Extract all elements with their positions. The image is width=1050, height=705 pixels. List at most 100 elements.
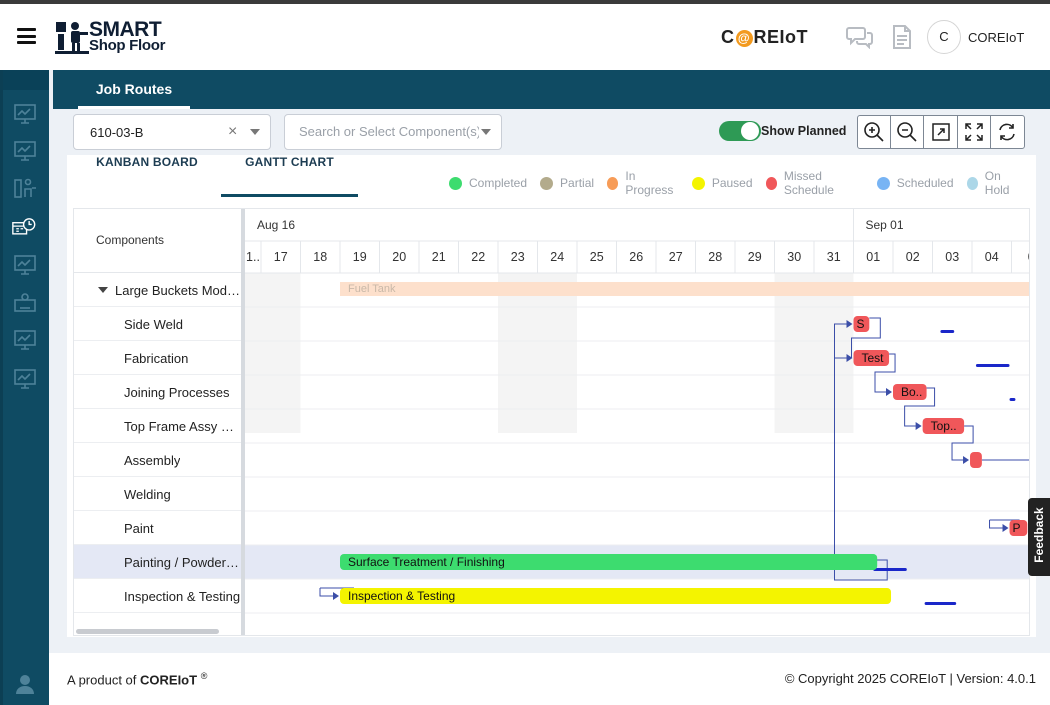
components-header-label: Components xyxy=(96,233,165,247)
brand-part: C xyxy=(721,27,735,47)
fit-to-screen-button[interactable] xyxy=(924,116,958,148)
legend-label: Completed xyxy=(469,176,528,190)
group-row-label[interactable]: Large Buckets Model2 xyxy=(74,273,242,307)
support-user-icon[interactable] xyxy=(13,673,37,695)
gantt-timeline: 1.. 17 18 19 20 21 22 23 24 25 26 27 28 29 30 31 01 02 03 0… xyxy=(245,209,1030,635)
component-row-label[interactable]: Side Weld xyxy=(74,307,242,341)
chevron-down-icon[interactable] xyxy=(481,129,491,135)
user-monitor-icon[interactable] xyxy=(13,292,37,314)
job-select-value: 610-03-B xyxy=(90,125,144,140)
task-bar xyxy=(853,316,870,332)
component-row-label[interactable]: Top Frame Assy and xyxy=(74,409,242,443)
footer-product: A product of COREIoT ® xyxy=(67,671,207,687)
day-label: 23 xyxy=(511,250,525,264)
task-bar xyxy=(970,452,982,468)
tab-kanban-board[interactable]: KANBAN BOARD xyxy=(87,155,207,197)
component-row-label[interactable]: Joining Processes xyxy=(74,375,242,409)
legend-dot-icon xyxy=(966,176,978,190)
clear-icon[interactable]: × xyxy=(228,123,238,140)
fullscreen-button[interactable] xyxy=(958,116,991,148)
arrow-head-icon xyxy=(1002,524,1009,532)
dependency-connector xyxy=(834,323,888,581)
job-select[interactable]: 610-03-B × xyxy=(73,114,271,150)
footer-registered-mark: ® xyxy=(200,671,208,681)
dependency-connector xyxy=(319,588,338,597)
fullscreen-icon xyxy=(964,123,983,141)
task-label: Bo.. xyxy=(901,385,922,399)
day-label: 1.. xyxy=(246,250,260,264)
status-legend: Completed Partial In Progress Paused Missed … xyxy=(449,169,1036,197)
operator-machine-icon[interactable] xyxy=(13,177,37,199)
day-label: 25 xyxy=(590,250,604,264)
task-label: S xyxy=(857,317,865,331)
user-name[interactable]: COREIoT xyxy=(968,30,1025,45)
document-icon[interactable] xyxy=(892,25,912,49)
component-row-label[interactable]: Welding xyxy=(74,477,242,511)
component-row-label[interactable]: Inspection & Testing xyxy=(74,579,242,613)
schedule-clock-icon[interactable] xyxy=(12,216,36,238)
day-label: 29 xyxy=(748,250,762,264)
chat-icon[interactable] xyxy=(846,25,874,49)
column-resize-handle[interactable] xyxy=(241,209,245,635)
legend-label: Partial xyxy=(560,176,595,190)
tab-job-routes[interactable]: Job Routes xyxy=(78,70,190,109)
summary-bar xyxy=(340,282,1029,296)
caret-down-icon[interactable] xyxy=(98,287,108,293)
task-label: Fuel Tank xyxy=(348,283,396,295)
zoom-out-button[interactable] xyxy=(891,116,925,148)
day-label: 21 xyxy=(432,250,446,264)
monitor-chart-icon[interactable] xyxy=(13,368,37,390)
component-name: Assembly xyxy=(124,453,181,468)
task-label: Surface Treatment / Finishing xyxy=(348,555,505,569)
tab-gantt-chart[interactable]: GANTT CHART xyxy=(221,155,358,197)
sidebar xyxy=(0,70,49,705)
monitor-chart-icon[interactable] xyxy=(13,254,37,276)
tab-kanban-label: KANBAN BOARD xyxy=(96,155,198,169)
main-content: Job Routes 610-03-B × Show Planned KANBA… xyxy=(49,70,1050,705)
dependency-connector xyxy=(951,425,974,461)
horizontal-scrollbar[interactable] xyxy=(76,629,219,634)
arrow-head-icon xyxy=(886,388,892,396)
app-header: SMART Shop Floor C @ REIoT C COREIoT xyxy=(0,4,1050,70)
legend-item: On Hold xyxy=(966,169,1023,197)
window-top-strip xyxy=(0,0,1050,4)
avatar[interactable]: C xyxy=(927,20,961,54)
menu-icon[interactable] xyxy=(17,28,36,44)
zoom-in-button[interactable] xyxy=(858,116,892,148)
show-planned-label: Show Planned xyxy=(761,124,847,138)
app-logo[interactable]: SMART Shop Floor xyxy=(55,18,175,58)
monitor-chart-icon[interactable] xyxy=(13,103,37,125)
legend-item: Scheduled xyxy=(876,176,954,190)
components-header: Components xyxy=(74,209,242,273)
task-bar xyxy=(853,350,890,366)
task-bar xyxy=(340,588,892,604)
legend-label: Missed Schedule xyxy=(783,169,834,197)
chevron-down-icon[interactable] xyxy=(250,129,260,135)
legend-item: Paused xyxy=(691,176,753,190)
monitor-chart-icon[interactable] xyxy=(13,140,37,162)
refresh-button[interactable] xyxy=(991,116,1024,148)
component-name: Fabrication xyxy=(124,351,189,366)
component-row-label[interactable]: Paint xyxy=(74,511,242,545)
legend-item: Partial xyxy=(540,176,594,190)
weekend-shade xyxy=(774,273,814,433)
day-label: 24 xyxy=(550,250,564,264)
sidebar-edge xyxy=(0,70,3,705)
show-planned-toggle[interactable] xyxy=(719,121,761,141)
monitor-chart-icon[interactable] xyxy=(13,329,37,351)
component-search-input[interactable] xyxy=(299,124,479,139)
task-label: Test xyxy=(862,351,885,365)
feedback-tab[interactable]: Feedback xyxy=(1028,498,1050,576)
day-label: 01 xyxy=(866,250,880,264)
task-bar xyxy=(340,554,878,570)
planned-marker xyxy=(975,364,1010,367)
component-row-label[interactable]: Assembly xyxy=(74,443,242,477)
day-label: 02 xyxy=(906,250,920,264)
component-name: Inspection & Testing xyxy=(124,589,241,604)
component-select[interactable] xyxy=(284,114,502,150)
component-row-label[interactable]: Fabrication xyxy=(74,341,242,375)
arrow-head-icon xyxy=(333,592,339,600)
component-row-label[interactable]: Painting / Powder c.. xyxy=(74,545,242,579)
day-label: 0 xyxy=(1028,250,1030,264)
day-label: 31 xyxy=(827,250,841,264)
